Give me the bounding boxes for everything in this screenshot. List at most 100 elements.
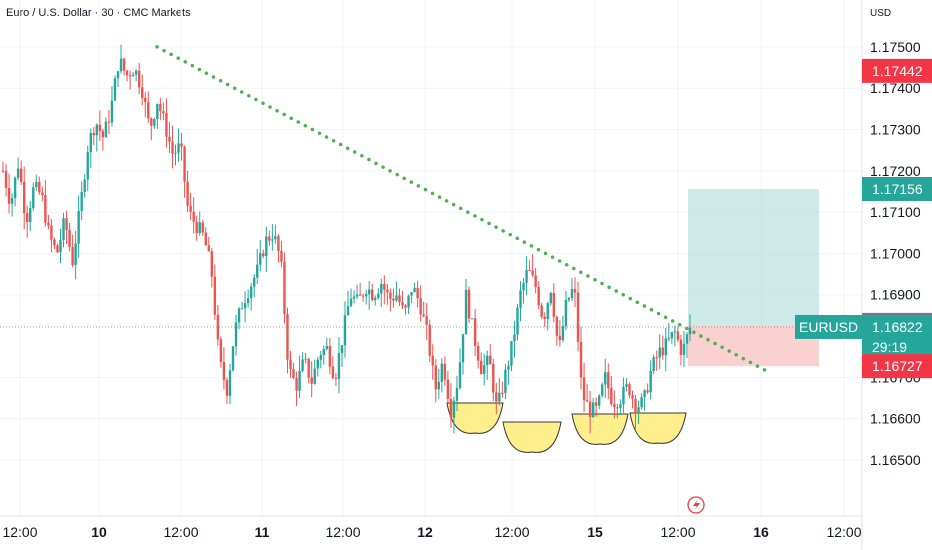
candle-body [222, 361, 226, 381]
candle-body [434, 365, 437, 390]
candle-body [265, 236, 268, 257]
candle-body [610, 388, 613, 405]
candle-body [555, 316, 559, 336]
candle-body [619, 404, 622, 408]
candle-body [428, 324, 431, 356]
candle-body [625, 384, 628, 387]
candle-body [358, 294, 362, 296]
candle-body [667, 338, 671, 340]
candle-body [174, 152, 177, 154]
candle-body [422, 314, 425, 317]
candle-body [567, 298, 571, 300]
candle-body [652, 357, 655, 371]
candle-body [101, 131, 105, 138]
candle-body [591, 402, 595, 418]
candle-body [349, 298, 353, 307]
trendline[interactable] [155, 45, 769, 373]
candle-body [516, 307, 519, 335]
candle-body [62, 218, 65, 241]
candle-body [198, 222, 201, 234]
candle-body [207, 245, 210, 252]
candle-body [367, 289, 371, 295]
candle-body [585, 400, 589, 402]
y-tick-label: 1.17300 [870, 122, 921, 138]
candle-body [546, 303, 549, 320]
candle-body [640, 397, 643, 408]
candle-body [240, 308, 244, 310]
candle-body [186, 181, 189, 206]
candle-body [537, 287, 540, 306]
candle-body [570, 289, 574, 299]
x-tick-label: 16 [753, 524, 769, 540]
price-badge-stop-value: 1.16727 [872, 358, 923, 374]
x-tick-label: 12:00 [660, 524, 695, 540]
candle-body [452, 400, 456, 418]
candle-body [134, 70, 138, 75]
candle-body [507, 365, 510, 370]
candle-body [213, 276, 217, 315]
candle-body [628, 384, 631, 396]
candle-body [607, 372, 610, 389]
candle-body [32, 187, 35, 209]
candle-body [319, 355, 322, 360]
candle-body [77, 210, 80, 244]
candle-body [386, 289, 389, 293]
candle-body [582, 377, 586, 401]
price-badge-ask-value: 1.17442 [872, 63, 923, 79]
candle-body [634, 398, 637, 414]
candle-body [407, 295, 410, 308]
candle-body [231, 346, 235, 371]
candle-body [543, 316, 546, 320]
candle-body [56, 245, 59, 253]
candle-body [364, 294, 368, 297]
candle-body [295, 377, 298, 391]
candle-body [658, 347, 661, 358]
candle-body [19, 168, 23, 182]
candle-body [685, 334, 689, 344]
candle-body [131, 74, 135, 77]
candle-body [313, 368, 316, 384]
candle-body [325, 345, 329, 350]
candle-body [440, 363, 444, 382]
candle-body [549, 292, 552, 304]
price-badge-target-value: 1.17156 [872, 181, 923, 197]
currency-label[interactable]: USD [870, 8, 892, 19]
candle-body [322, 349, 326, 356]
candle-body [122, 58, 126, 71]
y-tick-label: 1.16600 [870, 411, 921, 427]
candle-body [252, 277, 256, 287]
candle-body [80, 191, 83, 211]
candle-body [679, 339, 683, 355]
candle-body [83, 179, 86, 192]
candle-body [210, 251, 214, 277]
candle-body [489, 355, 492, 365]
candle-body [177, 143, 180, 153]
candle-body [328, 345, 332, 367]
candle-body [419, 298, 422, 315]
candle-body [74, 243, 77, 266]
candle-body [528, 270, 531, 272]
candle-body [646, 390, 649, 393]
candle-body [355, 294, 359, 297]
candle-body [483, 365, 486, 375]
candle-body [637, 407, 640, 414]
candle-body [467, 289, 471, 319]
candle-body [449, 399, 453, 418]
symbol-badge[interactable] [795, 314, 862, 339]
x-tick-label: 12:00 [325, 524, 360, 540]
candle-body [552, 292, 556, 317]
candle-body [153, 118, 156, 126]
candle-body [588, 401, 592, 418]
candle-body [141, 87, 144, 98]
candle-body [107, 121, 111, 123]
countdown-timer: 29:19 [872, 339, 907, 355]
candle-body [262, 253, 265, 257]
candle-body [495, 392, 498, 402]
candle-body [519, 290, 522, 308]
candle-body [119, 58, 123, 72]
candle-body [68, 230, 71, 248]
candle-body [558, 335, 562, 340]
candle-body [510, 341, 513, 366]
candle-body [343, 315, 347, 346]
